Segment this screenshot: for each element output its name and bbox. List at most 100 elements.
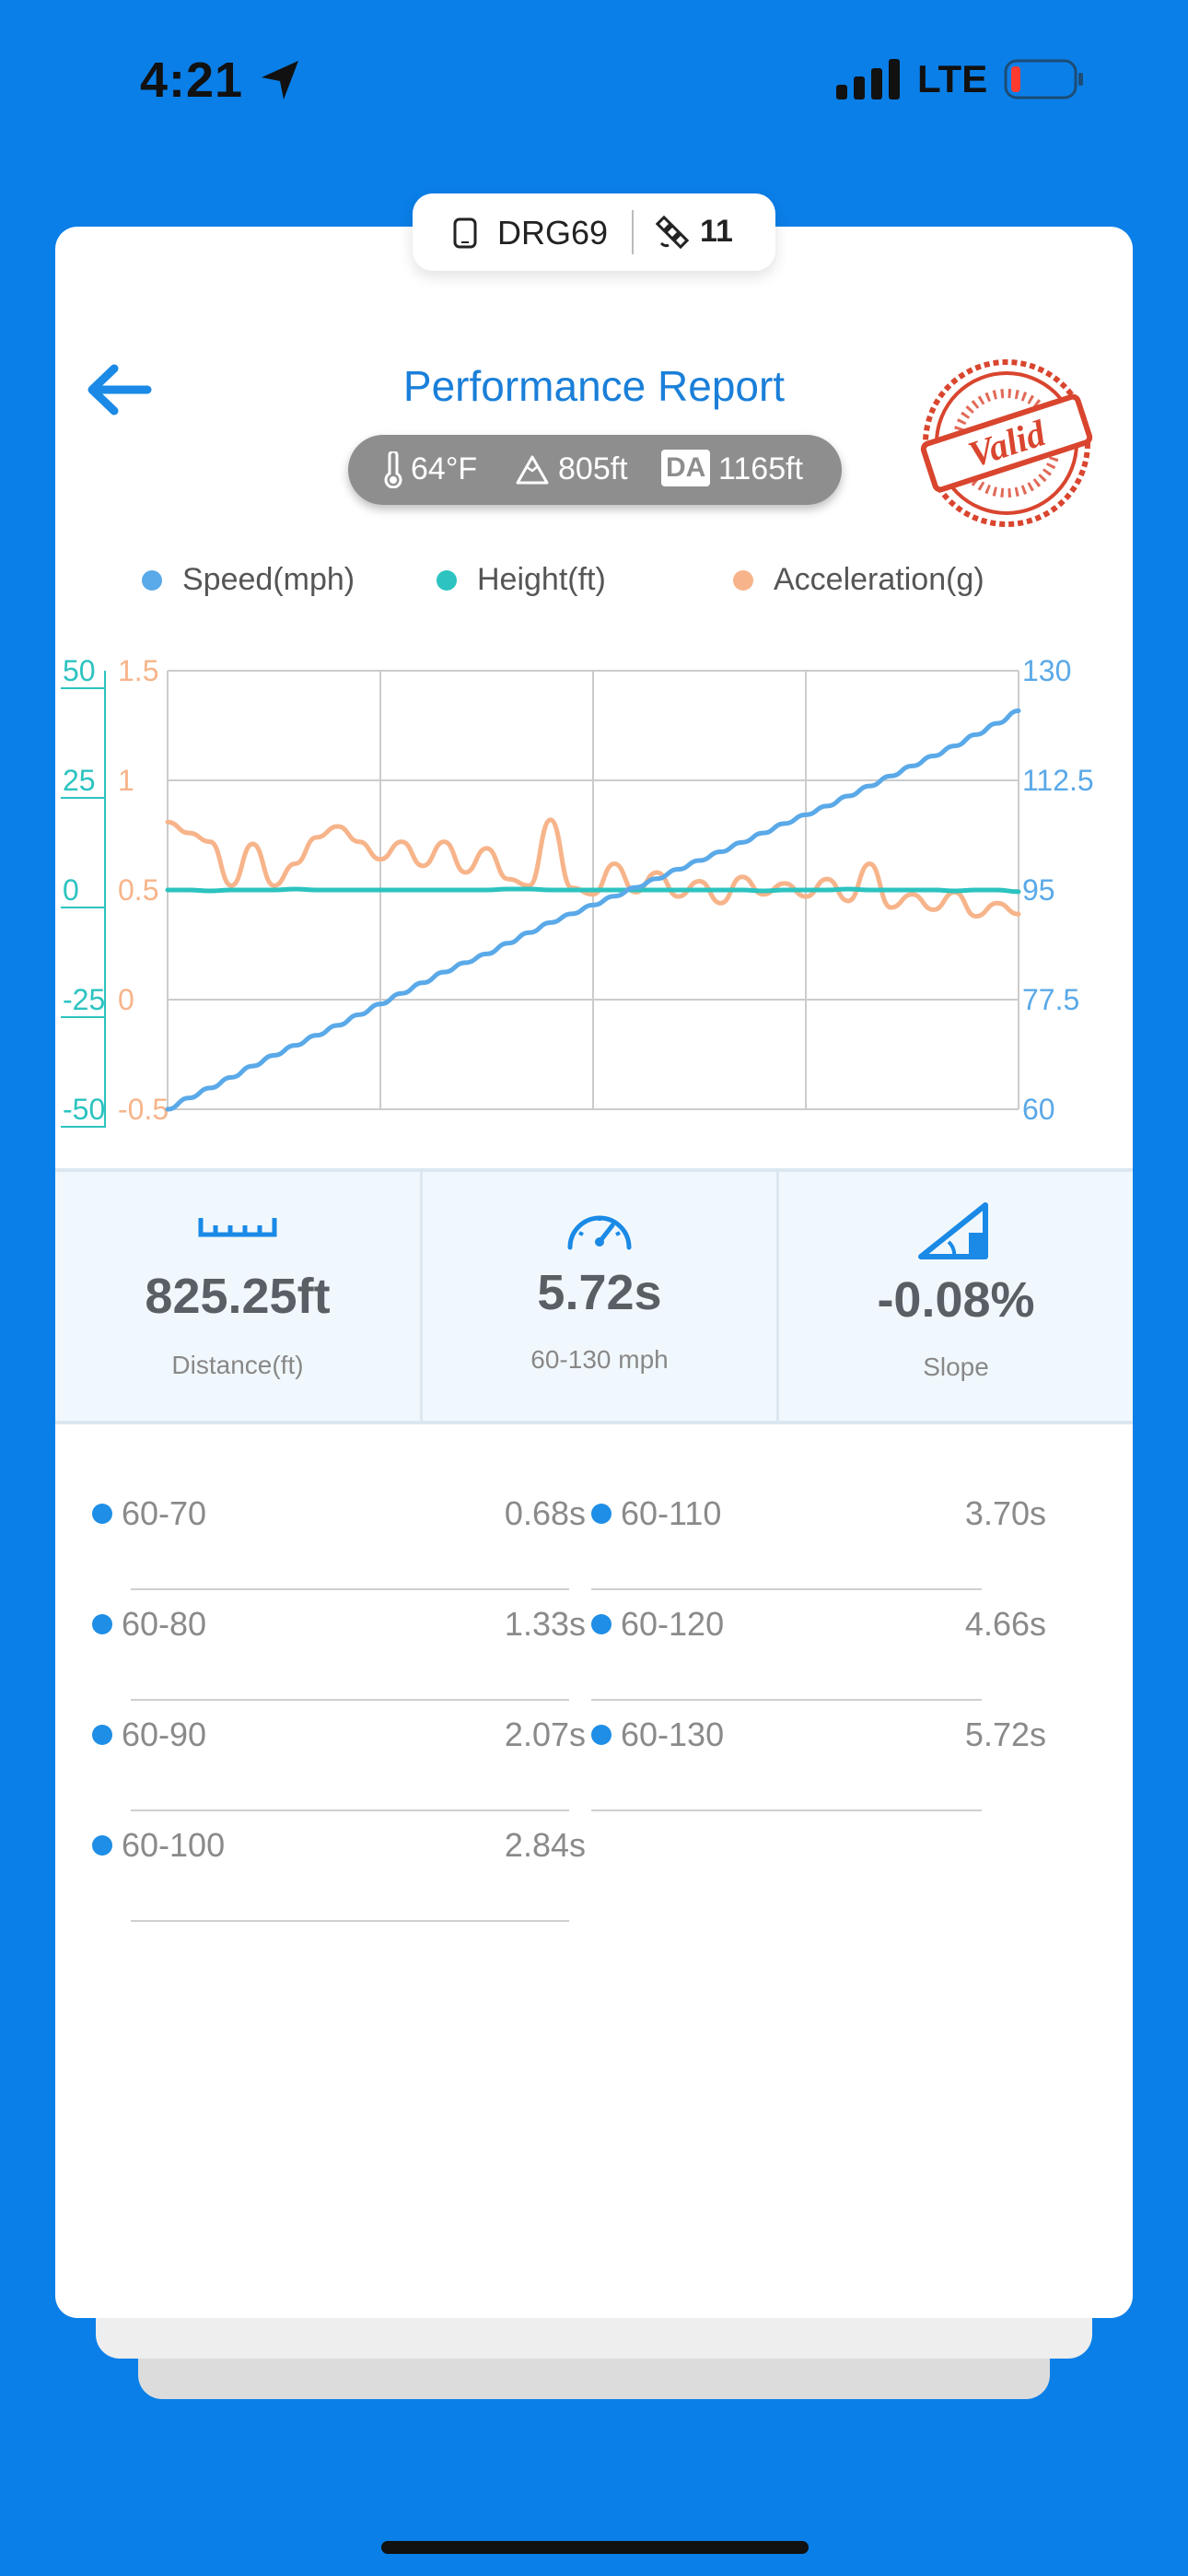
temperature-value: 64°F [411, 451, 478, 486]
stat-divider [420, 1172, 423, 1421]
split-divider [591, 1588, 982, 1590]
legend-speed[interactable]: Speed(mph) [142, 562, 355, 598]
status-bar: 4:21 LTE [0, 0, 1188, 157]
legend-label: Acceleration(g) [774, 562, 984, 597]
accel-tick-label: 0 [118, 983, 134, 1016]
list-item: 60-110 3.70s [591, 1480, 1046, 1590]
split-time: 3.70s [964, 1494, 1046, 1532]
acceleration-series-line [165, 817, 1021, 919]
bullet-dot [92, 1725, 112, 1745]
split-time: 4.66s [964, 1605, 1046, 1643]
stats-panel: 825.25ft Distance(ft) 5.72s 60-130 mph -… [55, 1168, 1133, 1424]
device-name: DRG69 [497, 214, 609, 252]
stat-time: 5.72s 60-130 mph [423, 1172, 776, 1421]
stat-distance: 825.25ft Distance(ft) [55, 1172, 420, 1421]
list-item: 60-80 1.33s [92, 1590, 586, 1701]
legend-dot [142, 569, 162, 591]
satellite-icon [656, 216, 690, 250]
battery-icon [1004, 59, 1083, 100]
stat-value: 5.72s [537, 1265, 662, 1320]
legend-label: Height(ft) [477, 562, 606, 597]
split-range: 60-90 [122, 1715, 207, 1753]
conditions-pill: 64°F 805ft DA 1165ft [348, 435, 842, 505]
accel-tick-label: 1.5 [118, 654, 158, 687]
split-divider [131, 1809, 569, 1811]
split-range: 60-100 [122, 1826, 226, 1864]
device-icon [453, 217, 477, 249]
status-time: 4:21 [140, 53, 244, 108]
list-item: 60-130 5.72s [591, 1701, 1046, 1811]
legend-label: Speed(mph) [182, 562, 355, 597]
speed-tick-label: 60 [1022, 1093, 1055, 1126]
split-range: 60-120 [621, 1605, 725, 1643]
split-range: 60-110 [621, 1494, 722, 1532]
satellite-count: 11 [700, 214, 733, 249]
legend-height[interactable]: Height(ft) [437, 562, 606, 598]
list-item: 60-120 4.66s [591, 1590, 1046, 1701]
stat-slope: -0.08% Slope [779, 1172, 1133, 1421]
elevation-value: 805ft [558, 451, 628, 486]
height-tick-label: -25 [63, 983, 105, 1016]
speed-series-line [165, 708, 1021, 1112]
speed-tick-label: 112.5 [1022, 764, 1094, 797]
height-tick-label: -50 [63, 1093, 105, 1126]
device-info-pill[interactable]: DRG69 11 [413, 193, 775, 271]
accel-tick-label: 0.5 [118, 873, 158, 907]
thermometer-icon [384, 451, 402, 488]
split-range: 60-130 [621, 1715, 725, 1753]
split-range: 60-70 [122, 1494, 207, 1532]
speed-tick-label: 95 [1022, 873, 1055, 907]
accel-tick-label: 1 [118, 764, 134, 797]
split-time: 2.07s [504, 1715, 586, 1753]
performance-chart: 50 1.5 130 25 1 112.5 0 0.5 95 -25 0 77.5 -50 -0.5 60 [61, 654, 1094, 1128]
home-indicator[interactable] [381, 2541, 809, 2554]
bullet-dot [591, 1725, 611, 1745]
split-time: 5.72s [964, 1715, 1046, 1753]
stat-divider [776, 1172, 779, 1421]
split-divider [591, 1809, 982, 1811]
mountain-icon [516, 455, 549, 485]
split-time: 2.84s [504, 1826, 586, 1864]
stat-label: Distance(ft) [171, 1351, 304, 1379]
split-range: 60-80 [122, 1605, 207, 1643]
height-tick-label: 25 [63, 764, 96, 797]
valid-stamp-icon: Valid [920, 359, 1093, 527]
density-altitude-badge: DA [661, 450, 711, 486]
height-tick-label: 50 [63, 654, 96, 687]
legend-dot [733, 569, 753, 591]
accel-tick-label: -0.5 [118, 1093, 169, 1126]
stat-value: -0.08% [877, 1272, 1035, 1328]
stat-label: Slope [923, 1352, 989, 1381]
speed-tick-label: 77.5 [1022, 983, 1079, 1016]
slope-icon [918, 1202, 988, 1259]
split-divider [131, 1920, 569, 1922]
density-altitude-value: 1165ft [718, 451, 804, 486]
bullet-dot [92, 1835, 112, 1856]
bullet-dot [92, 1504, 112, 1524]
pill-divider [632, 210, 634, 254]
height-tick-label: 0 [63, 873, 79, 907]
stat-label: 60-130 mph [530, 1345, 669, 1374]
height-series-line [165, 886, 1021, 895]
split-divider [131, 1699, 569, 1701]
split-time: 1.33s [504, 1605, 586, 1643]
bullet-dot [92, 1614, 112, 1634]
location-arrow-icon [262, 61, 298, 100]
legend-acceleration[interactable]: Acceleration(g) [733, 562, 984, 598]
page-title: Performance Report [402, 362, 786, 410]
network-type: LTE [917, 57, 988, 100]
list-item: 60-100 2.84s [92, 1811, 586, 1922]
chart-grid [167, 670, 1019, 1110]
split-time: 0.68s [504, 1494, 586, 1532]
stat-value: 825.25ft [145, 1269, 331, 1324]
speedometer-icon [567, 1215, 632, 1250]
ruler-icon [198, 1218, 277, 1237]
split-divider [131, 1588, 569, 1590]
list-item: 60-70 0.68s [92, 1480, 586, 1590]
legend-dot [437, 569, 457, 591]
chart-legend: Speed(mph) Height(ft) Acceleration(g) [87, 562, 1100, 608]
split-divider [591, 1699, 982, 1701]
bullet-dot [591, 1504, 611, 1524]
back-arrow-icon[interactable] [81, 359, 157, 420]
speed-tick-label: 130 [1022, 654, 1071, 687]
